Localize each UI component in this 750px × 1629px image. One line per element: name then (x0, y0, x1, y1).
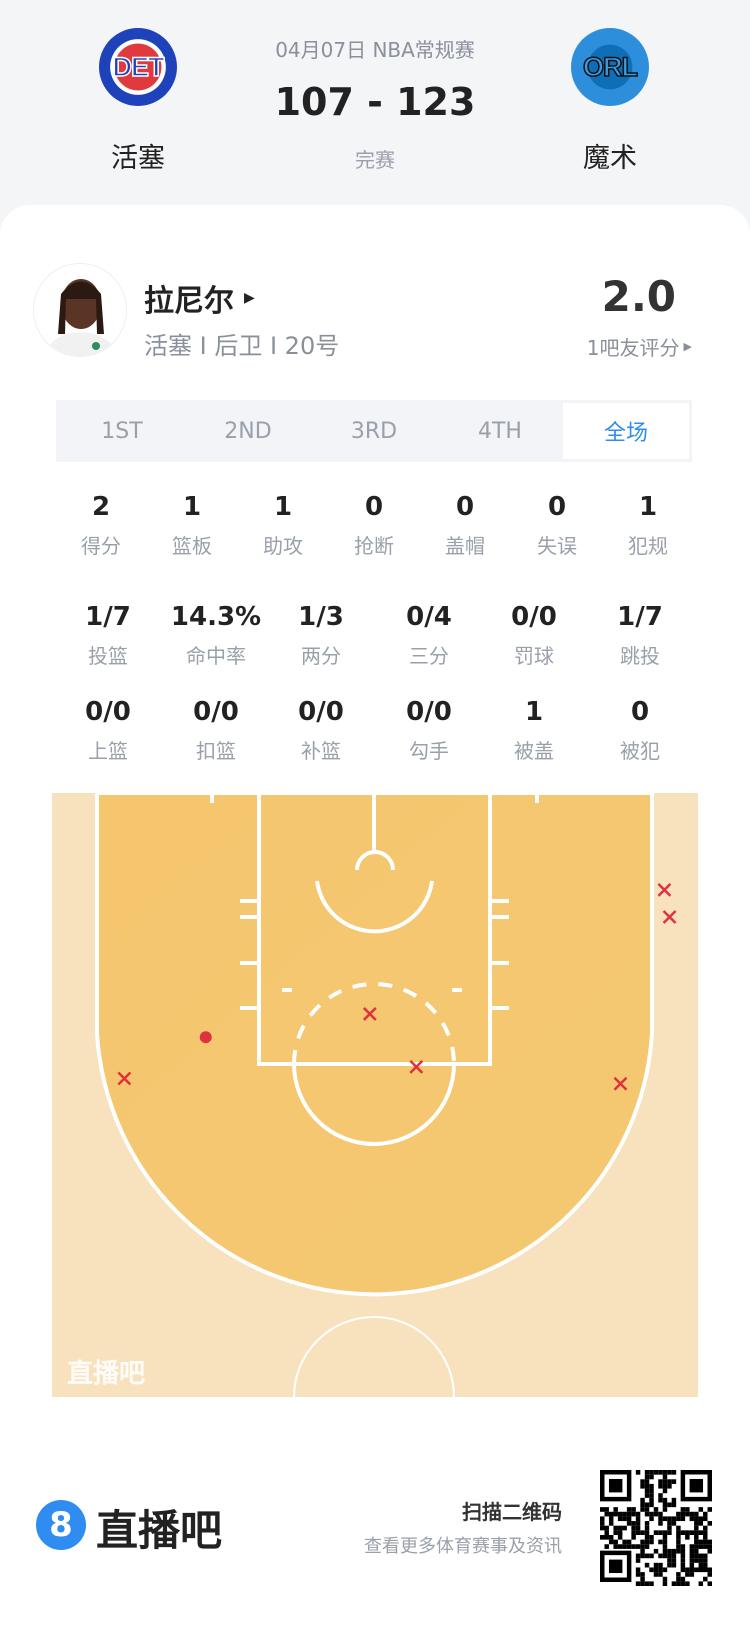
stat-value: 0/0 (298, 697, 344, 727)
orl-team-logo[interactable]: ORL (571, 28, 649, 106)
stat-value: 1/7 (617, 602, 663, 632)
stat-label: 篮板 (172, 534, 212, 558)
stat-item: 1 助攻 (228, 490, 338, 559)
tab-3rd[interactable]: 3RD (350, 418, 398, 444)
stat-item: 0/0 扣篮 (161, 695, 271, 764)
stat-item: 1 犯规 (593, 490, 703, 559)
away-team-name: 魔术 (583, 143, 637, 174)
stat-label: 犯规 (628, 534, 668, 558)
scan-qr-desc: 查看更多体育赛事及资讯 (364, 1536, 562, 1557)
period-tabs: 1ST 2ND 3RD 4TH 全场 (56, 400, 692, 462)
stat-label: 补篮 (301, 739, 341, 763)
shot-miss-marker (662, 910, 677, 924)
shot-miss-marker (657, 883, 672, 897)
stat-label: 两分 (301, 644, 341, 668)
rating-link[interactable]: 1吧友评分 ▶ (586, 336, 692, 360)
stat-item: 0/0 勾手 (374, 695, 484, 764)
tab-4th[interactable]: 4TH (478, 418, 522, 444)
free-throw-circle-bottom (292, 1063, 456, 1146)
stat-label: 得分 (81, 534, 121, 558)
stat-label: 三分 (409, 644, 449, 668)
brand-logo-icon: 8 (36, 1500, 86, 1550)
center-circle (293, 1316, 455, 1398)
home-team-name: 活塞 (111, 143, 165, 174)
qr-code[interactable] (600, 1470, 712, 1587)
stat-value: 1/7 (85, 602, 131, 632)
match-status: 完赛 (355, 148, 395, 172)
caret-right-icon: ▶ (683, 340, 692, 353)
stat-value: 0 (547, 492, 567, 522)
stat-item: 2 得分 (46, 490, 156, 559)
stat-item: 1/7 跳投 (585, 600, 695, 669)
stat-item: 0 盖帽 (410, 490, 520, 559)
stat-value: 0 (364, 492, 384, 522)
stat-label: 被盖 (514, 739, 554, 763)
stat-value: 0/0 (85, 697, 131, 727)
stat-item: 0 抢断 (319, 490, 429, 559)
stat-value: 1 (524, 697, 544, 727)
tab-2nd[interactable]: 2ND (224, 418, 272, 444)
player-photo-icon (34, 264, 126, 356)
stat-item: 0/0 上篮 (53, 695, 163, 764)
stat-item: 0 失误 (502, 490, 612, 559)
tab-1st[interactable]: 1ST (101, 418, 143, 444)
stat-item: 1 篮板 (137, 490, 247, 559)
stat-item: 0 被犯 (585, 695, 695, 764)
stat-label: 抢断 (354, 534, 394, 558)
stat-item: 0/4 三分 (374, 600, 484, 669)
stat-item: 14.3% 命中率 (161, 600, 271, 669)
stat-item: 1 被盖 (479, 695, 589, 764)
stat-value: 1/3 (298, 602, 344, 632)
scan-qr-title: 扫描二维码 (462, 1500, 562, 1524)
stat-value: 0/4 (406, 602, 452, 632)
stat-label: 命中率 (186, 644, 246, 668)
free-throw-circle-top (292, 982, 456, 1065)
player-name-link[interactable]: 拉尼尔 ▶ (144, 284, 255, 319)
player-rating: 2.0 (601, 272, 676, 321)
brand-name: 直播吧 (96, 1506, 223, 1555)
det-team-logo[interactable]: DET (99, 28, 177, 106)
caret-right-icon: ▶ (244, 290, 255, 306)
stat-value: 2 (91, 492, 111, 522)
match-score: 107 - 123 (274, 80, 476, 124)
stat-value: 0/0 (406, 697, 452, 727)
shot-miss-marker (409, 1060, 424, 1074)
stat-value: 1 (638, 492, 658, 522)
stat-value: 0 (630, 697, 650, 727)
qr-code-icon (600, 1470, 712, 1587)
stat-value: 1 (273, 492, 293, 522)
stat-value: 14.3% (170, 602, 262, 632)
shot-made-marker (199, 1031, 212, 1044)
stat-value: 0/0 (193, 697, 239, 727)
stat-item: 0/0 补篮 (266, 695, 376, 764)
stat-label: 扣篮 (196, 739, 236, 763)
tab-full-game[interactable]: 全场 (563, 403, 689, 459)
stat-item: 1/7 投篮 (53, 600, 163, 669)
three-point-area (95, 791, 654, 1297)
stat-label: 投篮 (88, 644, 128, 668)
stat-label: 失误 (537, 534, 577, 558)
stat-label: 盖帽 (445, 534, 485, 558)
shot-miss-marker (613, 1076, 628, 1091)
stat-label: 跳投 (620, 644, 660, 668)
stat-label: 被犯 (620, 739, 660, 763)
stat-value: 0 (455, 492, 475, 522)
stat-label: 助攻 (263, 534, 303, 558)
stat-item: 1/3 两分 (266, 600, 376, 669)
player-avatar[interactable] (33, 263, 127, 357)
shot-miss-marker (117, 1071, 132, 1086)
court-svg (52, 786, 698, 1398)
match-date-type: 04月07日 NBA常规赛 (275, 38, 475, 62)
stat-value: 0/0 (511, 602, 557, 632)
shot-miss-marker (362, 1007, 377, 1021)
shot-chart: 直播吧 (52, 786, 698, 1398)
stat-value: 1 (182, 492, 202, 522)
stat-label: 勾手 (409, 739, 449, 763)
player-info: 活塞 I 后卫 I 20号 (144, 332, 340, 360)
stat-label: 罚球 (514, 644, 554, 668)
stat-item: 0/0 罚球 (479, 600, 589, 669)
stat-label: 上篮 (88, 739, 128, 763)
court-watermark: 直播吧 (67, 1359, 146, 1389)
